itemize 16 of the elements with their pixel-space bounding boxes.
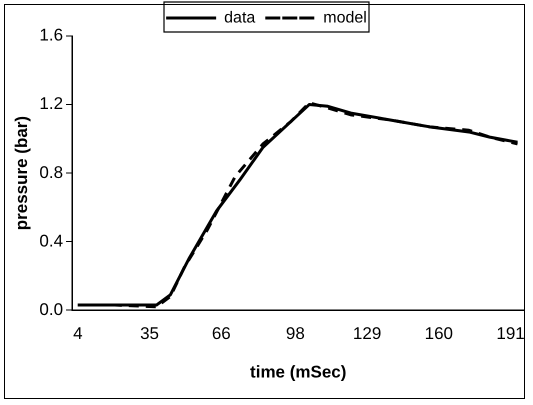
x-tick-label: 35 [140,324,160,344]
x-axis-title: time (mSec) [250,362,346,382]
y-tick-label: 0.8 [39,162,64,182]
x-tick-label: 98 [286,324,305,344]
x-tick-label: 66 [212,324,231,344]
legend-label: data [224,9,256,26]
x-tick-label: 129 [352,324,382,344]
legend-label: model [323,9,367,26]
y-axis-title: pressure (bar) [12,116,31,230]
x-tick-label: 4 [73,324,83,344]
y-tick-label: 1.2 [39,94,64,114]
y-tick-label: 0.0 [39,300,64,319]
y-tick-label: 0.4 [39,231,64,250]
x-tick-label: 160 [424,324,454,344]
x-tick-label: 191 [496,324,525,344]
y-tick-label: 1.6 [39,26,64,45]
